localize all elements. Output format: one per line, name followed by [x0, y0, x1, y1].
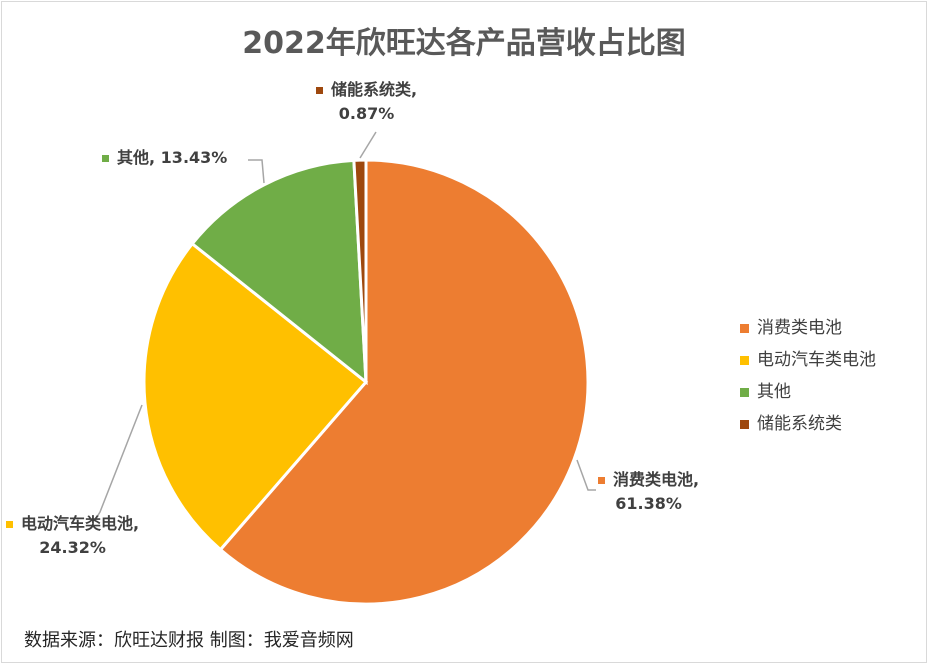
- data-label-storage: 储能系统类, 0.87%: [316, 78, 417, 126]
- data-label-other: 其他, 13.43%: [102, 146, 227, 170]
- label-swatch: [102, 155, 109, 162]
- label-swatch: [598, 477, 605, 484]
- label-swatch: [316, 87, 323, 94]
- label-swatch: [6, 521, 13, 528]
- leader-line-storage: [359, 131, 377, 159]
- legend-swatch: [740, 387, 749, 397]
- leader-line-consumer: [576, 459, 596, 491]
- legend-item: 消费类电池: [740, 312, 876, 344]
- leader-line-ev: [94, 404, 143, 521]
- chart-title: 2022年欣旺达各产品营收占比图: [242, 26, 686, 61]
- data-label-consumer: 消费类电池, 61.38%: [598, 468, 699, 516]
- source-note: 数据来源：欣旺达财报 制图：我爱音频网: [24, 630, 354, 651]
- legend-item: 电动汽车类电池: [740, 344, 876, 376]
- legend-swatch: [740, 419, 749, 429]
- legend-item: 储能系统类: [740, 408, 876, 440]
- pie-slice-other: [190, 158, 368, 386]
- pie-slice-storage: [352, 158, 368, 383]
- legend-swatch: [740, 355, 749, 365]
- legend: 消费类电池 电动汽车类电池 其他 储能系统类: [740, 312, 876, 440]
- leader-line-other: [248, 159, 265, 184]
- legend-item: 其他: [740, 376, 876, 408]
- legend-swatch: [740, 323, 749, 333]
- data-label-ev: 电动汽车类电池, 24.32%: [6, 512, 139, 560]
- pie-slice-consumer: [218, 158, 590, 606]
- pie-slice-ev: [142, 241, 369, 552]
